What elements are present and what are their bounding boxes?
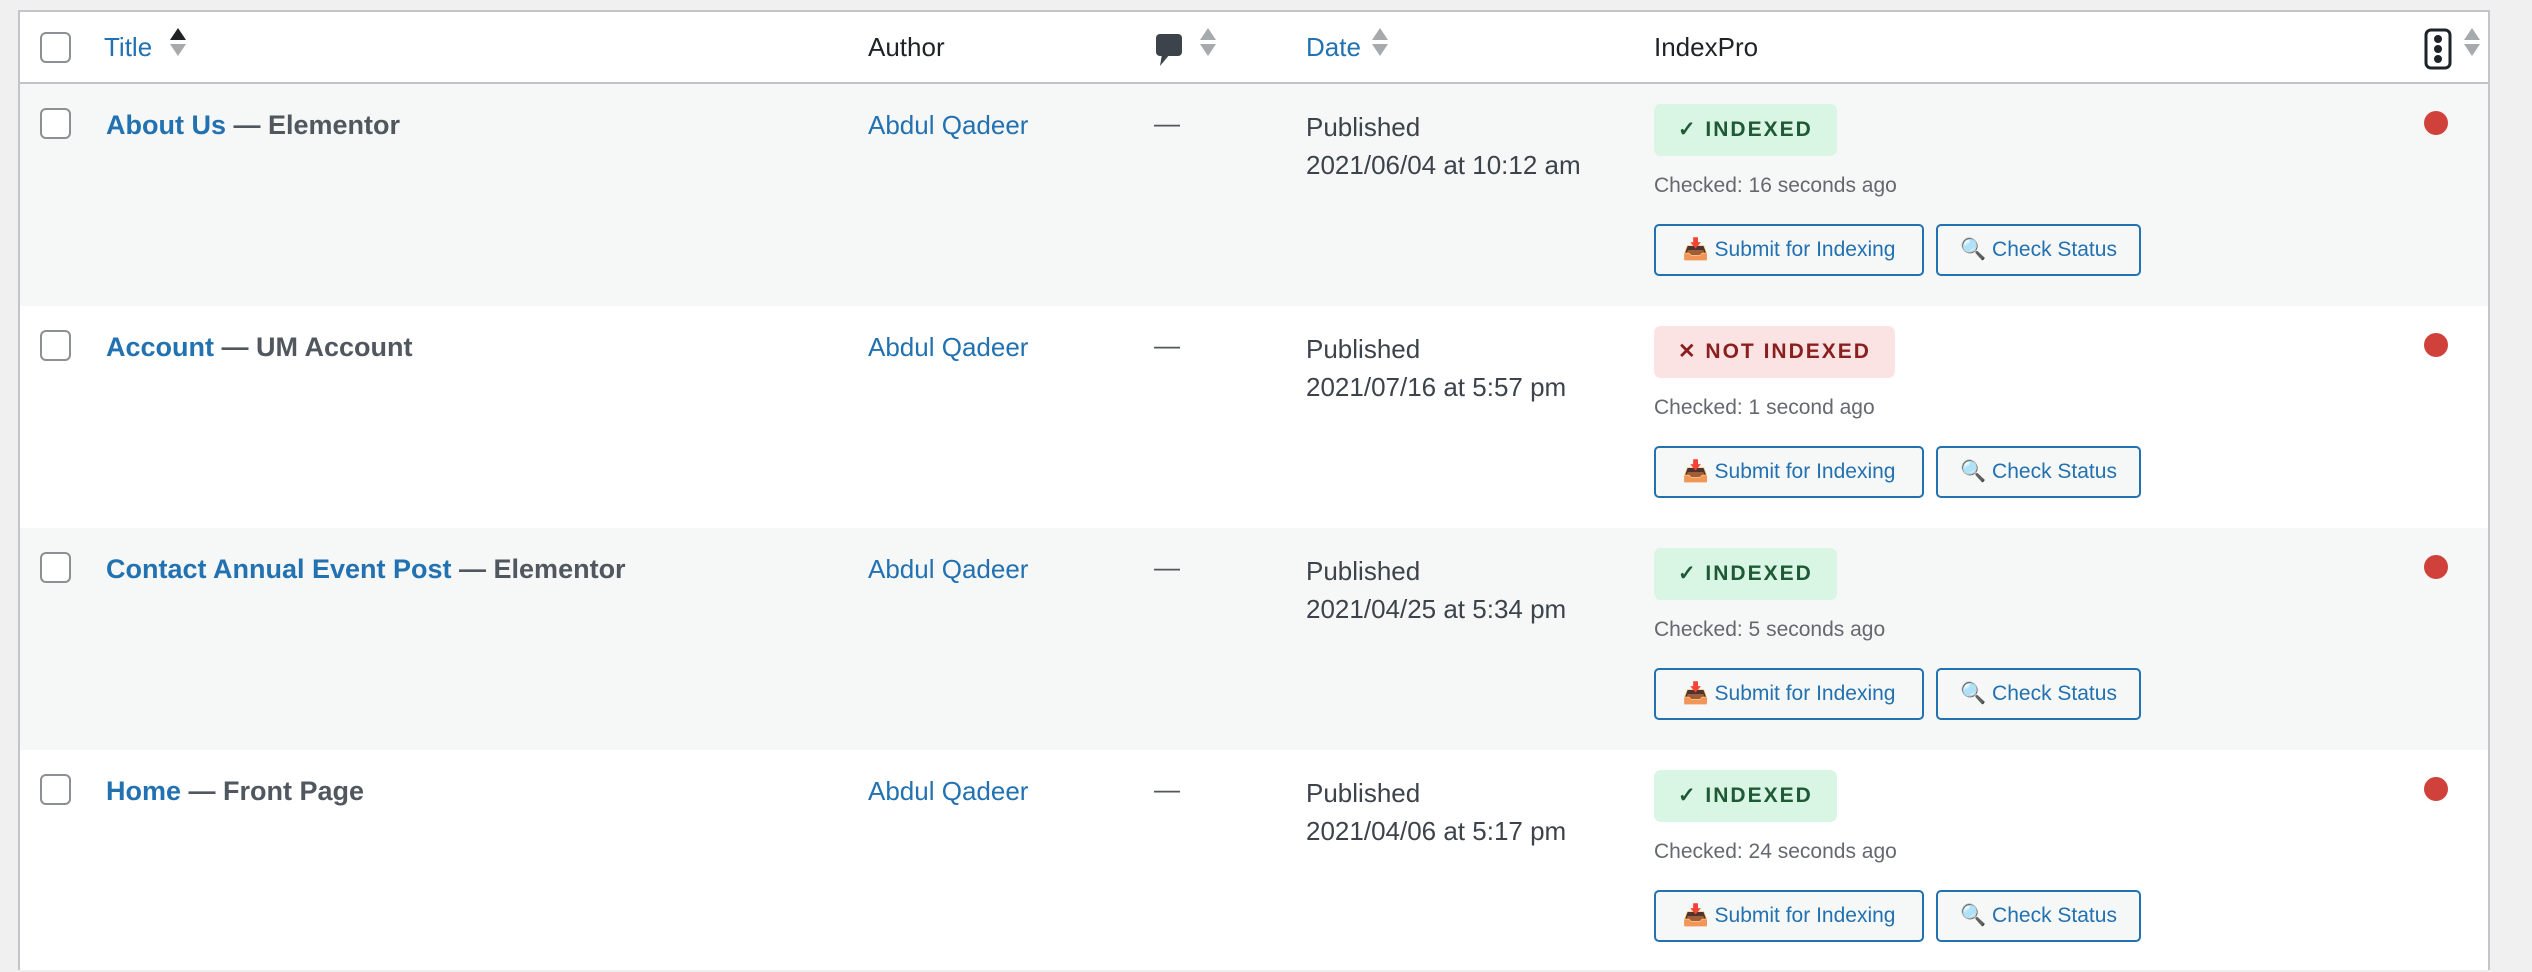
post-state: — Elementor: [451, 554, 626, 584]
author-column-header: Author: [868, 32, 945, 62]
inbox-upload-icon: 📥: [1682, 682, 1709, 705]
post-title-link[interactable]: Contact Annual Event Post: [106, 554, 452, 584]
check-label: Check Status: [1992, 238, 2117, 261]
post-title-link[interactable]: Home: [106, 776, 182, 806]
status-dot: [2424, 333, 2448, 357]
row-checkbox[interactable]: [40, 774, 71, 805]
publish-date: 2021/04/25 at 5:34 pm: [1306, 594, 1567, 624]
table-row: Contact Annual Event Post — Elementor Ab…: [20, 528, 2488, 750]
magnifier-icon: 🔍: [1960, 904, 1987, 927]
sort-arrows-icon[interactable]: [170, 28, 186, 56]
author-link[interactable]: Abdul Qadeer: [868, 110, 1029, 140]
check-status-button[interactable]: 🔍 Check Status: [1936, 446, 2141, 498]
table-row: Account — UM Account Abdul Qadeer — Publ…: [20, 306, 2488, 528]
checked-time: Checked: 16 seconds ago: [1654, 174, 1897, 197]
sort-arrows-icon[interactable]: [1372, 28, 1388, 56]
status-dot: [2424, 777, 2448, 801]
author-link[interactable]: Abdul Qadeer: [868, 776, 1029, 806]
index-status-badge: ✓ INDEXED: [1654, 548, 1837, 600]
comment-count: —: [1154, 108, 1180, 138]
submit-for-indexing-button[interactable]: 📥 Submit for Indexing: [1654, 224, 1924, 276]
submit-label: Submit for Indexing: [1714, 460, 1896, 483]
checked-time: Checked: 1 second ago: [1654, 396, 1875, 419]
comment-bubble-icon[interactable]: [1154, 32, 1184, 66]
select-all-checkbox[interactable]: [40, 32, 71, 63]
date-column-sort[interactable]: Date: [1306, 32, 1361, 62]
comment-count: —: [1154, 552, 1180, 582]
inbox-upload-icon: 📥: [1682, 460, 1709, 483]
row-checkbox[interactable]: [40, 552, 71, 583]
check-status-button[interactable]: 🔍 Check Status: [1936, 224, 2141, 276]
submit-label: Submit for Indexing: [1714, 682, 1896, 705]
magnifier-icon: 🔍: [1960, 238, 1987, 261]
post-title-link[interactable]: About Us: [106, 110, 226, 140]
check-label: Check Status: [1992, 682, 2117, 705]
publish-date: 2021/06/04 at 10:12 am: [1306, 150, 1581, 180]
indexpro-column-header: IndexPro: [1654, 32, 1759, 62]
post-date: Published 2021/04/25 at 5:34 pm: [1306, 552, 1566, 628]
author-link[interactable]: Abdul Qadeer: [868, 332, 1029, 362]
post-title: Account — UM Account: [106, 332, 413, 363]
publish-date: 2021/04/06 at 5:17 pm: [1306, 816, 1567, 846]
table-header: Title Author Date IndexPro: [20, 12, 2488, 84]
submit-for-indexing-button[interactable]: 📥 Submit for Indexing: [1654, 446, 1924, 498]
post-state: — Elementor: [225, 110, 401, 140]
post-date: Published 2021/06/04 at 10:12 am: [1306, 108, 1581, 184]
magnifier-icon: 🔍: [1960, 682, 1987, 705]
comment-count: —: [1154, 330, 1180, 360]
checked-time: Checked: 5 seconds ago: [1654, 618, 1886, 641]
table-row: Home — Front Page Abdul Qadeer — Publish…: [20, 750, 2488, 972]
author-link[interactable]: Abdul Qadeer: [868, 554, 1029, 584]
post-title: About Us — Elementor: [106, 110, 400, 141]
submit-for-indexing-button[interactable]: 📥 Submit for Indexing: [1654, 890, 1924, 942]
traffic-light-icon[interactable]: [2424, 28, 2452, 70]
sort-arrows-icon[interactable]: [1200, 28, 1216, 56]
status-dot: [2424, 555, 2448, 579]
sort-arrows-icon[interactable]: [2464, 28, 2480, 56]
inbox-upload-icon: 📥: [1682, 238, 1709, 261]
check-label: Check Status: [1992, 904, 2117, 927]
magnifier-icon: 🔍: [1960, 460, 1987, 483]
comment-count: —: [1154, 774, 1180, 804]
post-title: Contact Annual Event Post — Elementor: [106, 554, 626, 585]
row-checkbox[interactable]: [40, 108, 71, 139]
index-status-badge: ✓ INDEXED: [1654, 104, 1837, 156]
publish-status: Published: [1306, 778, 1421, 808]
post-title: Home — Front Page: [106, 776, 364, 807]
status-dot: [2424, 111, 2448, 135]
publish-date: 2021/07/16 at 5:57 pm: [1306, 372, 1567, 402]
submit-for-indexing-button[interactable]: 📥 Submit for Indexing: [1654, 668, 1924, 720]
title-column-sort[interactable]: Title: [104, 32, 153, 62]
index-status-badge: ✕ NOT INDEXED: [1654, 326, 1895, 378]
table-row: About Us — Elementor Abdul Qadeer — Publ…: [20, 84, 2488, 306]
posts-table: Title Author Date IndexPro About Us — El…: [18, 10, 2490, 970]
inbox-upload-icon: 📥: [1682, 904, 1709, 927]
publish-status: Published: [1306, 112, 1421, 142]
post-date: Published 2021/07/16 at 5:57 pm: [1306, 330, 1566, 406]
check-status-button[interactable]: 🔍 Check Status: [1936, 890, 2141, 942]
publish-status: Published: [1306, 334, 1421, 364]
post-date: Published 2021/04/06 at 5:17 pm: [1306, 774, 1566, 850]
post-title-link[interactable]: Account: [106, 332, 214, 362]
submit-label: Submit for Indexing: [1714, 238, 1896, 261]
publish-status: Published: [1306, 556, 1421, 586]
index-status-badge: ✓ INDEXED: [1654, 770, 1837, 822]
check-label: Check Status: [1992, 460, 2117, 483]
check-status-button[interactable]: 🔍 Check Status: [1936, 668, 2141, 720]
post-state: — UM Account: [214, 332, 413, 362]
post-state: — Front Page: [181, 776, 365, 806]
row-checkbox[interactable]: [40, 330, 71, 361]
checked-time: Checked: 24 seconds ago: [1654, 840, 1897, 863]
submit-label: Submit for Indexing: [1714, 904, 1896, 927]
